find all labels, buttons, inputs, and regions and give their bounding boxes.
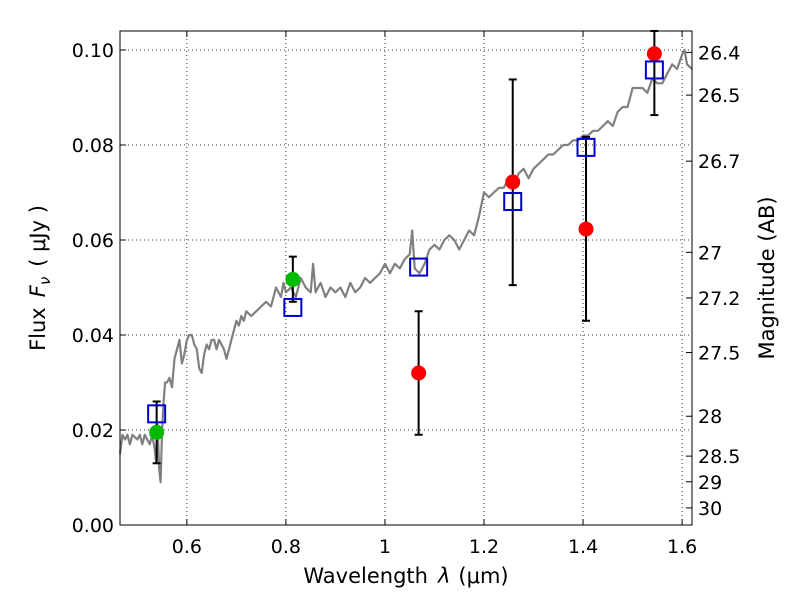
y-tick-label: 0.10 bbox=[72, 40, 114, 62]
y-tick-label: 0.04 bbox=[72, 325, 114, 347]
green-data-point bbox=[149, 424, 165, 440]
magnitude-tick-label: 28 bbox=[698, 406, 722, 428]
bandpass-square bbox=[576, 137, 596, 157]
error-bars bbox=[152, 30, 659, 465]
bandpass-square bbox=[147, 404, 167, 424]
x-axis-label: Wavelength λ (μm) bbox=[303, 564, 508, 588]
axis-ticks bbox=[120, 31, 692, 526]
magnitude-tick-label: 26.7 bbox=[698, 151, 740, 173]
magnitude-tick-label: 27.5 bbox=[698, 343, 740, 365]
magnitude-tick-label: 27.2 bbox=[698, 288, 740, 310]
magnitude-tick-label: 28.5 bbox=[698, 446, 740, 468]
x-tick-label: 0.8 bbox=[271, 536, 301, 558]
spectrum-line bbox=[118, 48, 693, 484]
magnitude-tick-label: 27 bbox=[698, 242, 722, 264]
magnitude-tick-label: 29 bbox=[698, 472, 722, 494]
plot-frame bbox=[119, 30, 693, 526]
x-tick-label: 1.2 bbox=[469, 536, 499, 558]
green-data-point bbox=[285, 271, 301, 287]
y-axis-label: FluxFν( μJy ) bbox=[26, 205, 54, 351]
x-tick-label: 1.4 bbox=[568, 536, 598, 558]
bandpass-square bbox=[409, 257, 429, 277]
x-tick-label: 0.6 bbox=[172, 536, 202, 558]
bandpass-square bbox=[644, 60, 664, 80]
x-tick-label: 1 bbox=[379, 536, 391, 558]
red-data-point bbox=[505, 174, 521, 190]
magnitude-tick-label: 26.5 bbox=[698, 85, 740, 107]
x-tick-label: 1.6 bbox=[667, 536, 697, 558]
grid bbox=[120, 31, 692, 526]
red-data-point bbox=[411, 365, 427, 381]
markers bbox=[147, 46, 664, 440]
tick-labels: 0.6 0.8 1 1.2 1.4 1.6 0.00 0.02 0.04 0.06 0.08 0.10… bbox=[72, 40, 741, 558]
y-tick-label: 0.06 bbox=[72, 230, 114, 252]
magnitude-tick-label: 30 bbox=[698, 498, 722, 520]
red-data-point bbox=[646, 46, 662, 62]
y-tick-label: 0.08 bbox=[72, 135, 114, 157]
magnitude-tick-label: 26.4 bbox=[698, 42, 740, 64]
spectrum-layer bbox=[118, 48, 693, 484]
y2-axis-label: Magnitude (AB) bbox=[755, 196, 779, 359]
red-data-point bbox=[578, 221, 594, 237]
bandpass-square bbox=[283, 297, 303, 317]
bandpass-square bbox=[503, 192, 523, 212]
y-tick-label: 0.02 bbox=[72, 420, 114, 442]
y-tick-label: 0.00 bbox=[72, 515, 114, 537]
